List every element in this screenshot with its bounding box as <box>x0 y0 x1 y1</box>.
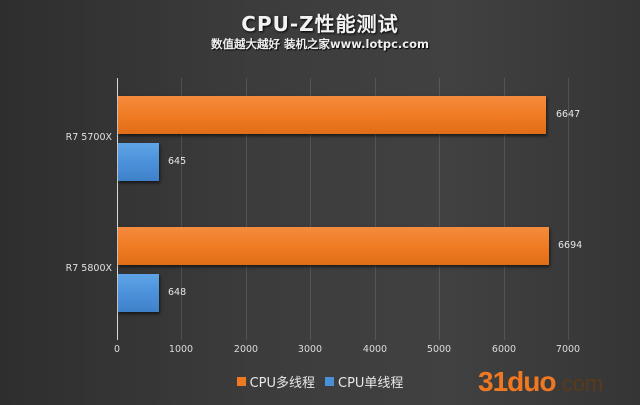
chart-title: CPU-Z性能测试 <box>241 12 399 36</box>
x-tick-5000: 5000 <box>426 344 452 355</box>
value-r7-5800x-single: 648 <box>168 287 187 298</box>
watermark-suffix: .com <box>555 371 604 396</box>
x-tick-2000: 2000 <box>233 344 259 355</box>
gridline-1000 <box>181 78 182 340</box>
legend-swatch-orange-icon <box>236 377 246 386</box>
category-label-r7-5800x: R7 5800X <box>65 263 112 274</box>
x-tick-0: 0 <box>113 344 121 355</box>
x-tick-6000: 6000 <box>491 344 517 355</box>
gridline-2000 <box>246 78 247 340</box>
bar-r7-5800x-multi <box>118 227 549 265</box>
gridline-5000 <box>439 78 440 340</box>
y-axis-line <box>117 78 118 340</box>
watermark-logo: 31duo.com <box>478 366 603 398</box>
legend-item-multi: CPU多线程 <box>236 372 315 391</box>
x-tick-1000: 1000 <box>168 344 194 355</box>
x-tick-3000: 3000 <box>297 344 323 355</box>
value-r7-5800x-multi: 6694 <box>558 240 583 251</box>
legend-label-multi: CPU多线程 <box>249 376 315 391</box>
bar-r7-5700x-single <box>118 143 159 181</box>
x-tick-7000: 7000 <box>555 344 581 355</box>
gridline-3000 <box>310 78 311 340</box>
legend: CPU多线程 CPU单线程 <box>0 372 640 391</box>
value-r7-5700x-single: 645 <box>168 156 187 167</box>
gridline-6000 <box>504 78 505 340</box>
bar-r7-5700x-multi <box>118 96 546 134</box>
gridline-7000 <box>568 78 569 340</box>
chart-subtitle: 数值越大越好 装机之家www.lotpc.com <box>211 37 429 51</box>
value-r7-5700x-multi: 6647 <box>556 109 581 120</box>
bar-r7-5800x-single <box>118 274 159 312</box>
watermark-main: 31duo <box>478 366 556 397</box>
legend-item-single: CPU单线程 <box>325 372 403 391</box>
gridline-4000 <box>375 78 376 340</box>
x-tick-4000: 4000 <box>362 344 388 355</box>
legend-label-single: CPU单线程 <box>338 376 404 391</box>
legend-swatch-blue-icon <box>325 377 334 386</box>
category-label-r7-5700x: R7 5700X <box>65 132 112 143</box>
